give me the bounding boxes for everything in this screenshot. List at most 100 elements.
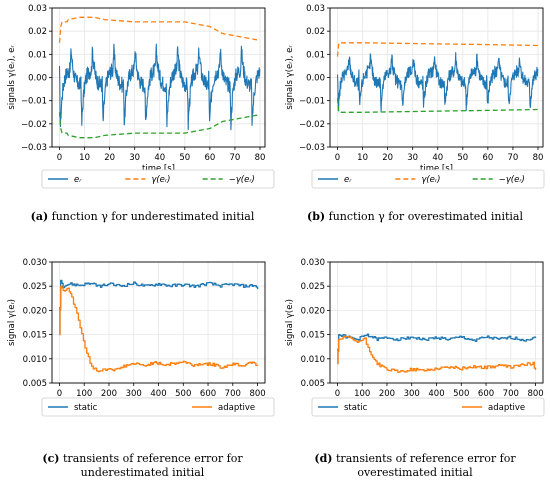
x-tick-label-1: 100 [76, 389, 92, 399]
series-line-adaptive [337, 335, 537, 373]
x-tick-label-0: 0 [57, 153, 62, 163]
legend-label-eᵣ: eᵣ [74, 175, 82, 185]
y-tick-label-5: 0.030 [23, 258, 47, 268]
x-axis-label: time [s] [142, 164, 175, 174]
y-tick-label-3: 0.00 [306, 74, 325, 84]
chart-panel-1: 0 10 20 30 40 50 60 70 80 −0.03 −0.02 −0.01 0.00 0.01… [285, 4, 545, 189]
y-tick-label-0: 0.005 [23, 379, 47, 389]
series-line-adaptive [59, 285, 259, 373]
series-line-−γ(eᵣ) [58, 112, 261, 139]
series-line-eᵣ [336, 52, 539, 113]
y-tick-label-5: 0.030 [301, 258, 325, 268]
x-tick-label-7: 700 [225, 389, 241, 399]
caption-c-line-1: transients of reference error for [63, 452, 243, 465]
x-tick-label-7: 700 [503, 389, 519, 399]
y-tick-label-3: 0.020 [23, 306, 47, 316]
x-tick-label-0: 0 [335, 389, 340, 399]
caption-c: (c) transients of reference error for un… [10, 452, 275, 480]
x-tick-label-6: 600 [478, 389, 494, 399]
chart-panel-3: 0 100 200 300 400 500 600 700 800 0.005 0.010 0.015… [285, 258, 545, 417]
series-line-static [59, 279, 259, 336]
y-tick-label-4: 0.01 [28, 50, 47, 60]
y-tick-label-4: 0.025 [301, 282, 325, 292]
y-tick-label-0: 0.005 [301, 379, 325, 389]
y-tick-label-6: 0.03 [306, 4, 325, 14]
legend-box [311, 169, 545, 189]
x-axis-label: time [s] [420, 164, 453, 174]
x-tick-label-6: 60 [482, 153, 493, 163]
legend-label-adaptive: adaptive [488, 403, 525, 413]
x-tick-label-1: 10 [79, 153, 90, 163]
chart-panel-2: 0 100 200 300 400 500 600 700 800 0.005 0.010 0.015… [7, 258, 275, 417]
y-tick-label-2: −0.01 [21, 97, 47, 107]
panel-label-a: (a) [30, 210, 49, 223]
x-tick-label-3: 30 [129, 153, 140, 163]
x-tick-label-7: 70 [508, 153, 519, 163]
caption-c-line-2: underestimated initial [80, 466, 205, 479]
y-tick-label-3: 0.00 [28, 74, 47, 84]
legend-label-eᵣ: eᵣ [344, 175, 352, 185]
x-tick-label-2: 20 [104, 153, 115, 163]
legend-box [311, 397, 545, 417]
x-tick-label-3: 300 [404, 389, 420, 399]
legend-label-adaptive: adaptive [218, 403, 255, 413]
legend-label-−γ(eᵣ): −γ(eᵣ) [229, 175, 255, 185]
x-tick-label-8: 800 [527, 389, 543, 399]
legend-label-γ(eᵣ): γ(eᵣ) [421, 175, 440, 185]
series-line-static [337, 333, 537, 365]
legend-label-static: static [344, 403, 368, 413]
x-tick-label-5: 500 [453, 389, 469, 399]
y-tick-label-2: −0.01 [299, 97, 325, 107]
y-tick-label-6: 0.03 [28, 4, 47, 14]
legend-label-static: static [74, 403, 98, 413]
y-tick-label-0: −0.03 [21, 143, 47, 153]
y-tick-label-2: 0.015 [23, 331, 47, 341]
x-tick-label-3: 300 [126, 389, 142, 399]
y-axis-label: signals γ(eᵣ), eᵣ [7, 45, 17, 110]
x-tick-label-4: 400 [428, 389, 444, 399]
x-tick-label-8: 800 [249, 389, 265, 399]
panel-label-d: (d) [314, 452, 333, 465]
x-tick-label-8: 80 [255, 153, 266, 163]
x-tick-label-3: 30 [407, 153, 418, 163]
legend-box [41, 169, 275, 189]
y-tick-label-4: 0.025 [23, 282, 47, 292]
chart-panel-0: 0 10 20 30 40 50 60 70 80 −0.03 −0.02 −0.01 0.00 0.01… [7, 4, 275, 189]
caption-d: (d) transients of reference error for ov… [280, 452, 550, 480]
x-tick-label-0: 0 [57, 389, 62, 399]
caption-d-line-1: transients of reference error for [336, 452, 516, 465]
x-tick-label-6: 600 [200, 389, 216, 399]
series-line-γ(eᵣ) [58, 16, 261, 43]
x-tick-label-7: 70 [230, 153, 241, 163]
y-axis-label: signal γ(eᵣ) [7, 299, 17, 346]
legend-label-−γ(eᵣ): −γ(eᵣ) [499, 175, 525, 185]
y-axis-label: signals γ(eᵣ), eᵣ [285, 45, 295, 110]
caption-d-line-2: overestimated initial [357, 466, 473, 479]
panel-label-b: (b) [307, 210, 326, 223]
x-tick-label-1: 100 [354, 389, 370, 399]
y-tick-label-4: 0.01 [306, 50, 325, 60]
panel-label-c: (c) [42, 452, 60, 465]
series-line-γ(eᵣ) [336, 42, 539, 57]
x-tick-label-4: 400 [150, 389, 166, 399]
caption-a: (a) function γ for underestimated initia… [10, 210, 275, 224]
y-tick-label-1: 0.010 [23, 355, 47, 365]
legend-box [41, 397, 275, 417]
x-tick-label-0: 0 [335, 153, 340, 163]
caption-a-text: function γ for underestimated initial [51, 210, 255, 223]
x-tick-label-2: 200 [101, 389, 117, 399]
x-tick-label-4: 40 [154, 153, 165, 163]
y-tick-label-3: 0.020 [301, 306, 325, 316]
caption-b: (b) function γ for overestimated initial [280, 210, 550, 224]
x-tick-label-5: 50 [457, 153, 468, 163]
series-line-−γ(eᵣ) [336, 98, 539, 113]
y-tick-label-1: −0.02 [21, 120, 47, 130]
y-tick-label-1: −0.02 [299, 120, 325, 130]
x-tick-label-5: 500 [175, 389, 191, 399]
x-tick-label-5: 50 [179, 153, 190, 163]
x-tick-label-1: 10 [357, 153, 368, 163]
x-tick-label-2: 200 [379, 389, 395, 399]
y-tick-label-2: 0.015 [301, 331, 325, 341]
y-tick-label-5: 0.02 [306, 27, 325, 37]
